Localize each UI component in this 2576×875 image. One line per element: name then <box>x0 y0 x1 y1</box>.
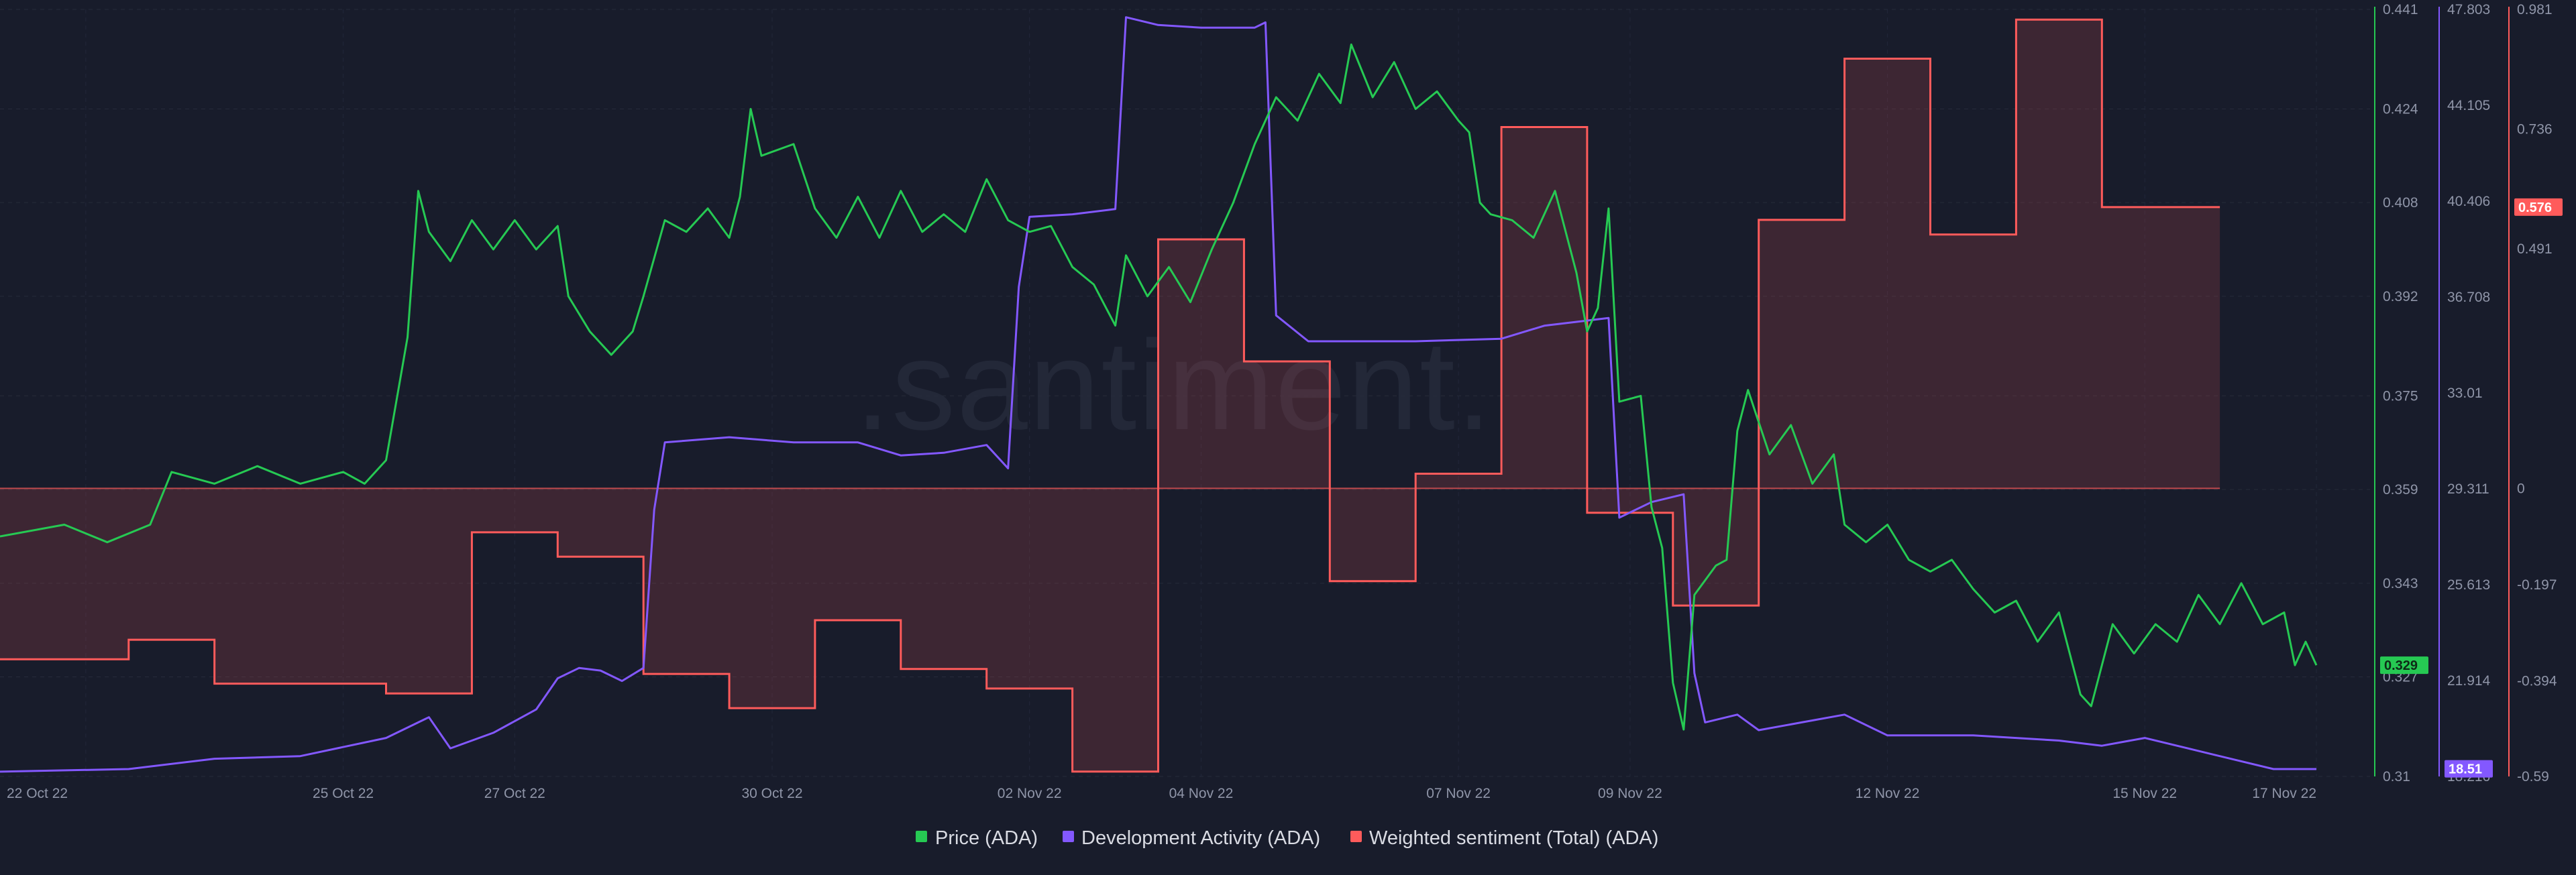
watermark: .santiment. <box>855 314 1493 457</box>
y-tick-price: 0.408 <box>2383 195 2418 211</box>
y-tick-dev-activity: 29.311 <box>2447 481 2489 497</box>
y-tick-sentiment: -0.394 <box>2517 673 2557 689</box>
current-value-label-dev-activity: 18.51 <box>2449 762 2482 777</box>
legend-swatch-price <box>916 831 927 842</box>
axes: 0.4410.4240.4080.3920.3750.3590.3430.327… <box>7 2 2563 801</box>
price-line <box>0 43 2318 731</box>
legend-swatch-dev-activity <box>1063 831 1074 842</box>
y-tick-dev-activity: 47.803 <box>2447 2 2490 17</box>
legend: Price (ADA) Development Activity (ADA) W… <box>916 827 1658 849</box>
x-tick-label: 12 Nov 22 <box>1856 786 1920 801</box>
x-tick-label: 09 Nov 22 <box>1598 786 1662 801</box>
y-tick-sentiment: -0.59 <box>2517 769 2549 784</box>
current-value-badge-dev-activity <box>2445 760 2493 778</box>
sentiment-layer <box>0 18 2220 773</box>
y-tick-price: 0.359 <box>2383 482 2418 498</box>
x-tick-label: 30 Oct 22 <box>741 786 802 801</box>
sentiment-area <box>0 19 2220 772</box>
legend-item-price[interactable]: Price (ADA) <box>916 827 1038 849</box>
x-tick-label: 02 Nov 22 <box>998 786 1062 801</box>
y-tick-dev-activity: 36.708 <box>2447 290 2490 305</box>
x-tick-label: 27 Oct 22 <box>484 786 545 801</box>
x-tick-label: 17 Nov 22 <box>2252 786 2316 801</box>
sentiment-line <box>0 18 2220 773</box>
x-tick-label: 22 Oct 22 <box>7 786 68 801</box>
current-value-badge-price <box>2380 656 2428 675</box>
legend-label-sentiment: Weighted sentiment (Total) (ADA) <box>1369 827 1658 849</box>
legend-item-dev-activity[interactable]: Development Activity (ADA) <box>1063 827 1320 849</box>
y-tick-sentiment: 0.736 <box>2517 121 2553 137</box>
legend-label-price: Price (ADA) <box>935 827 1038 849</box>
price-layer <box>0 43 2318 731</box>
y-tick-dev-activity: 40.406 <box>2447 194 2490 209</box>
y-tick-sentiment: 0.491 <box>2517 241 2553 257</box>
current-value-badge-sentiment <box>2514 198 2563 216</box>
y-tick-sentiment: 0.981 <box>2517 2 2553 17</box>
y-tick-sentiment: 0 <box>2517 481 2525 496</box>
dev-activity-line <box>0 16 2316 773</box>
legend-item-sentiment[interactable]: Weighted sentiment (Total) (ADA) <box>1350 827 1658 849</box>
y-tick-price: 0.441 <box>2383 2 2418 17</box>
legend-label-dev-activity: Development Activity (ADA) <box>1081 827 1320 849</box>
y-tick-price: 0.31 <box>2383 769 2410 784</box>
x-tick-label: 15 Nov 22 <box>2112 786 2177 801</box>
y-tick-dev-activity: 25.613 <box>2447 577 2490 593</box>
current-value-label-sentiment: 0.576 <box>2518 200 2552 215</box>
y-tick-price: 0.343 <box>2383 576 2418 591</box>
x-tick-label: 07 Nov 22 <box>1426 786 1491 801</box>
y-tick-dev-activity: 21.914 <box>2447 673 2491 689</box>
dev-activity-layer <box>0 16 2316 773</box>
y-tick-dev-activity: 33.01 <box>2447 386 2483 401</box>
x-tick-label: 04 Nov 22 <box>1169 786 1234 801</box>
grid <box>0 9 2370 777</box>
legend-swatch-sentiment <box>1350 831 1362 842</box>
y-tick-sentiment: -0.197 <box>2517 577 2557 593</box>
y-tick-price: 0.375 <box>2383 388 2418 404</box>
current-value-label-price: 0.329 <box>2384 658 2418 673</box>
y-tick-price: 0.392 <box>2383 289 2418 304</box>
x-tick-label: 25 Oct 22 <box>313 786 374 801</box>
y-tick-price: 0.424 <box>2383 101 2418 117</box>
y-tick-dev-activity: 44.105 <box>2447 98 2490 113</box>
